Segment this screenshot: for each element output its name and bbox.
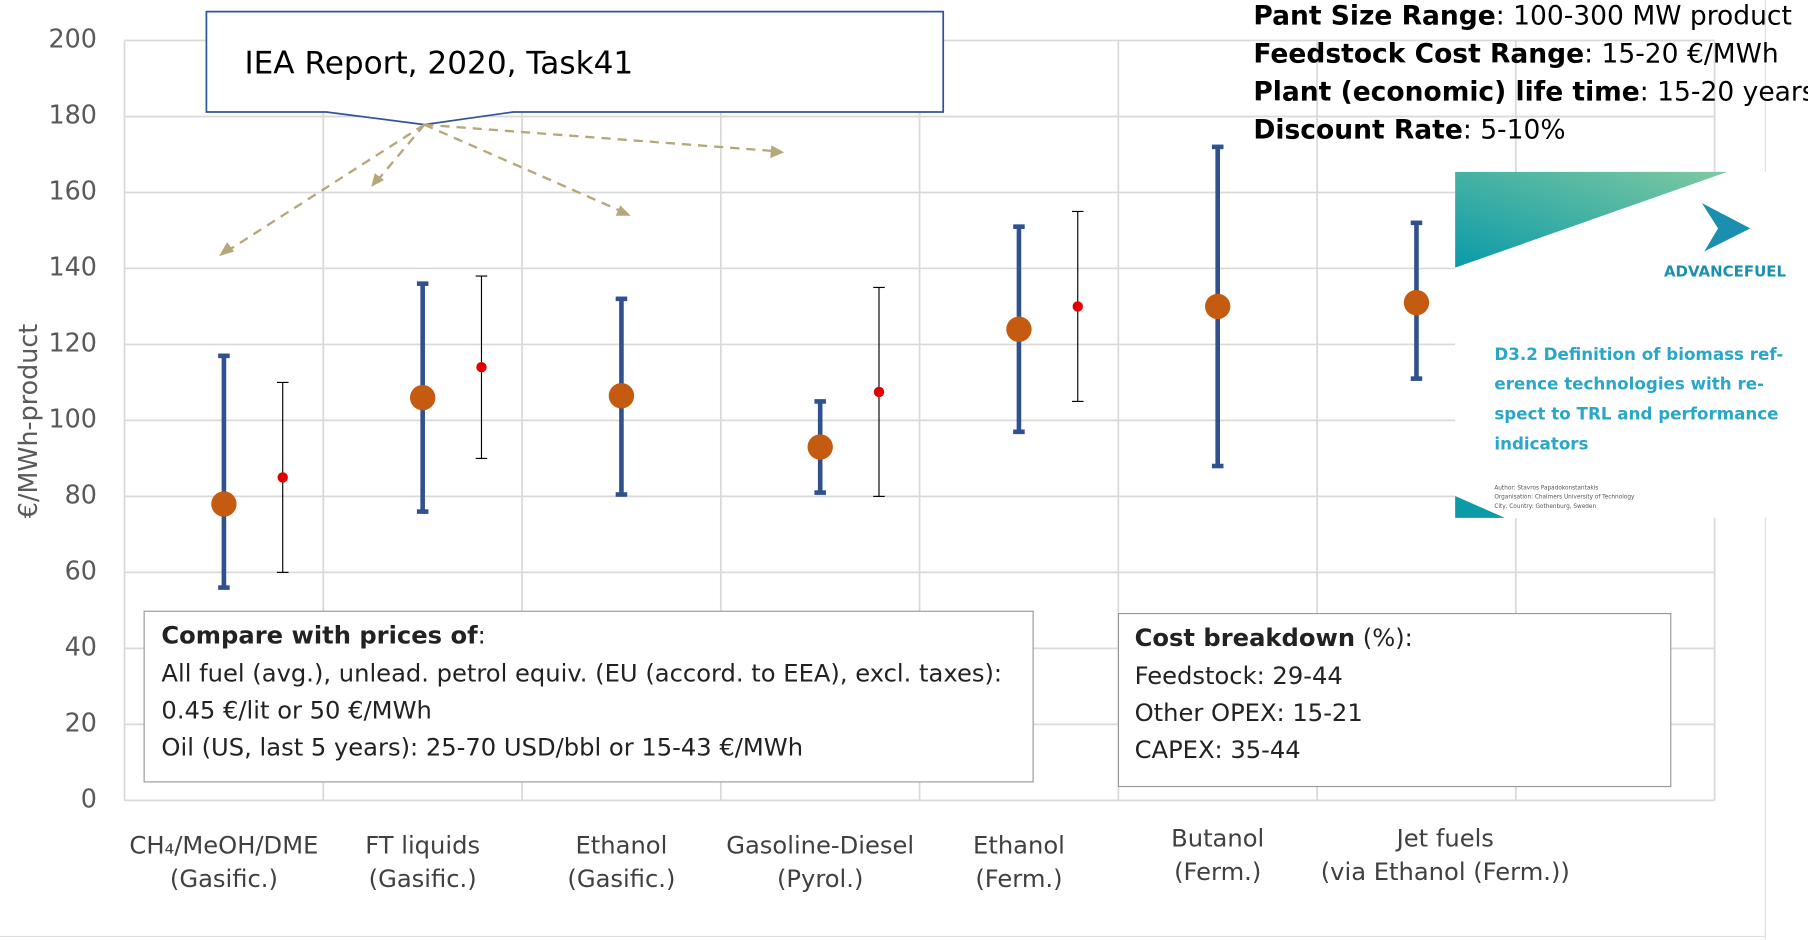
chart: 0 20 40 60 80 100 120 140 160 180 200 CH₄/MeOH/DME (… [0,0,1808,940]
cover-meta: Author: Stavros Papadokonstantakis [1494,485,1598,491]
parameter-label: Discount Rate [1253,114,1462,145]
box-line: CAPEX: 35-44 [1135,736,1301,764]
parameter-label: Pant Size Range [1253,0,1495,31]
x-tick-label: FT liquids [365,831,480,859]
parameter-label: Feedstock Cost Range [1253,38,1584,69]
y-tick-label: 0 [81,783,97,813]
box-line: All fuel (avg.), unlead. petrol equiv. (… [161,660,1002,688]
x-tick-label: (Ferm.) [1174,858,1261,886]
data-point [808,434,833,459]
x-tick-label: Gasoline-Diesel [726,831,914,859]
y-tick-label: 100 [48,403,96,433]
y-tick-label: 160 [48,175,96,205]
cover-title: erence technologies with re- [1494,374,1764,394]
data-point [211,491,236,516]
parameter-value: : 15-20 €/MWh [1584,38,1779,69]
cover-title: spect to TRL and performance [1494,404,1778,424]
box-title: Compare with prices of: [161,622,485,650]
x-tick-label: Butanol [1171,825,1264,853]
data-point [874,387,884,397]
y-tick-label: 60 [65,555,97,585]
data-point [278,472,288,482]
x-tick-label: CH₄/MeOH/DME [129,831,318,859]
data-point [476,362,486,372]
x-tick-label: (Gasific.) [567,865,675,893]
y-tick-label: 20 [65,707,97,737]
callout-text: IEA Report, 2020, Task41 [244,46,633,82]
parameter-value: : 100-300 MW product [1496,0,1792,31]
cover-title: D3.2 Definition of biomass ref- [1494,344,1783,364]
parameter: Discount Rate: 5-10% [1253,114,1565,145]
x-tick-label: (Ferm.) [975,865,1062,893]
box-line: Other OPEX: 15-21 [1135,699,1363,727]
y-tick-label: 80 [65,479,97,509]
x-tick-label: Jet fuels [1395,825,1494,853]
data-point [1073,301,1083,311]
y-tick-label: 200 [48,23,96,53]
cover-meta: City, Country: Gothenburg, Sweden [1494,504,1596,510]
box-title: Cost breakdown (%): [1135,624,1413,652]
box-title-suffix: (%): [1355,624,1413,652]
data-point [609,383,634,408]
box-title-bold: Cost breakdown [1135,624,1355,652]
parameter-label: Plant (economic) life time [1253,76,1639,107]
box-line: 0.45 €/lit or 50 €/MWh [161,697,431,725]
parameter-value: : 15-20 years [1640,76,1808,107]
x-tick-label: (Gasific.) [369,865,477,893]
data-point [1404,290,1429,315]
box-line: Oil (US, last 5 years): 25-70 USD/bbl or… [161,733,803,761]
x-tick-label: Ethanol [576,831,668,859]
data-point [1205,294,1230,319]
box-line: Feedstock: 29-44 [1135,662,1343,690]
x-tick-label: (Pyrol.) [777,865,863,893]
data-point [410,385,435,410]
x-tick-label: (via Ethanol (Ferm.)) [1321,858,1570,886]
x-tick-label: (Gasific.) [170,865,278,893]
cover-brand: ADVANCEFUEL [1664,263,1787,281]
parameter: Plant (economic) life time: 15-20 years [1253,76,1808,107]
y-tick-label: 120 [48,327,96,357]
report-cover: ADVANCEFUEL D3.2 Definition of biomass r… [1455,172,1808,518]
box-title-bold: Compare with prices of [161,622,478,650]
x-tick-label: Ethanol [973,831,1065,859]
cover-title: indicators [1494,434,1588,454]
y-tick-label: 180 [48,99,96,129]
y-tick-label: 40 [65,631,97,661]
parameter: Pant Size Range: 100-300 MW product [1253,0,1791,31]
parameter-value: : 5-10% [1463,114,1566,145]
box-title-suffix: : [478,622,486,650]
data-point [1006,317,1031,342]
y-axis-label: €/MWh-product [13,324,43,518]
parameter: Feedstock Cost Range: 15-20 €/MWh [1253,38,1778,69]
cover-meta: Organisation: Chalmers University of Tec… [1494,495,1635,501]
y-tick-label: 140 [48,251,96,281]
